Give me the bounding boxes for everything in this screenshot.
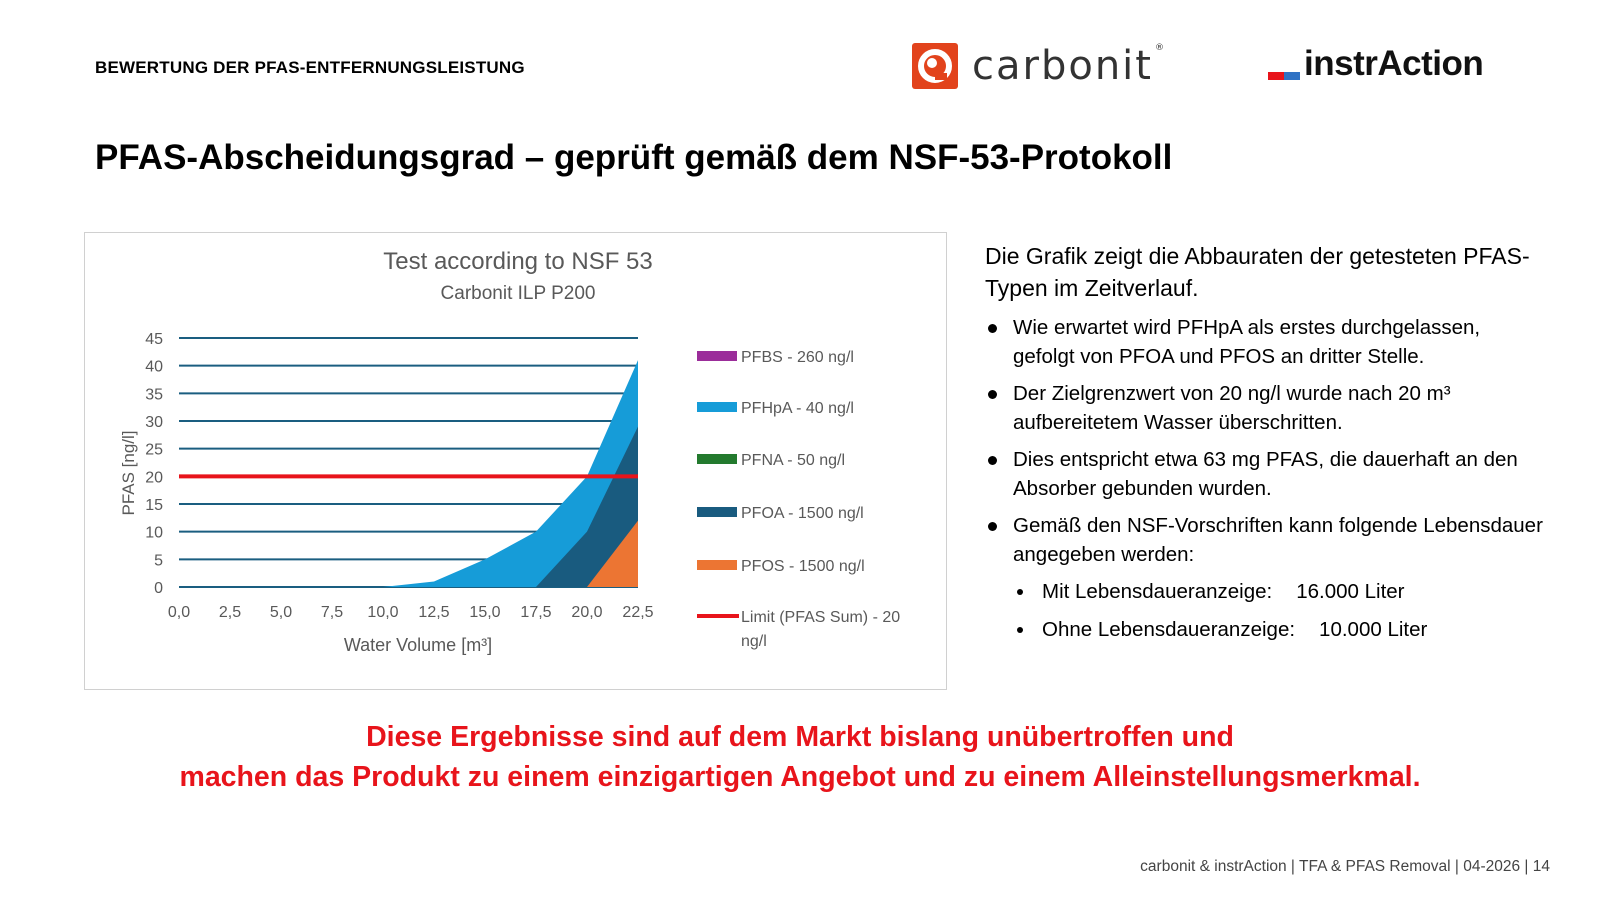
x-tick-label: 22,5	[622, 604, 653, 621]
carbonit-logo: carbonit ®	[912, 42, 1166, 90]
bullet-item: Wie erwartet wird PFHpA als erstes durch…	[985, 314, 1545, 371]
sub-bullet-item: Mit Lebensdaueranzeige: 16.000 Liter	[985, 578, 1545, 606]
legend-label: Limit (PFAS Sum) - 20 ng/l	[741, 609, 900, 650]
y-tick-label: 30	[145, 414, 163, 431]
sub-bullet-item: Ohne Lebensdaueranzeige: 10.000 Liter	[985, 616, 1545, 644]
section-label: BEWERTUNG DER PFAS-ENTFERNUNGSLEISTUNG	[95, 58, 525, 77]
y-tick-label: 25	[145, 442, 163, 459]
x-tick-label: 12,5	[418, 604, 449, 621]
sub-bullet-value: 16.000 Liter	[1296, 580, 1405, 603]
x-tick-label: 17,5	[520, 604, 551, 621]
legend-swatch	[697, 454, 737, 464]
y-tick-label: 15	[145, 497, 163, 514]
logo-bar-blue	[1284, 72, 1300, 80]
legend-label: PFOS - 1500 ng/l	[741, 558, 865, 575]
x-tick-label: 0,0	[168, 604, 190, 621]
y-tick-label: 10	[145, 525, 163, 542]
instraction-logo: instrAction	[1268, 44, 1484, 84]
y-tick-label: 40	[145, 359, 163, 376]
y-tick-label: 5	[154, 552, 163, 569]
sub-bullet-label: Mit Lebensdaueranzeige:	[1042, 580, 1273, 603]
y-tick-label: 35	[145, 386, 163, 403]
x-tick-label: 10,0	[367, 604, 398, 621]
series-area	[179, 426, 638, 587]
legend-label: PFNA - 50 ng/l	[741, 452, 845, 469]
legend-swatch	[697, 351, 737, 361]
x-tick-label: 20,0	[571, 604, 602, 621]
bullet-item: Dies entspricht etwa 63 mg PFAS, die dau…	[985, 446, 1545, 503]
instraction-logo-bars-icon	[1268, 72, 1300, 80]
instraction-logo-text: instrAction	[1304, 44, 1484, 83]
legend-label: PFOA - 1500 ng/l	[741, 505, 864, 522]
bullet-item: Der Zielgrenzwert von 20 ng/l wurde nach…	[985, 380, 1545, 437]
logo-bar-red	[1268, 72, 1284, 80]
claim-line-1: Diese Ergebnisse sind auf dem Markt bisl…	[366, 721, 1234, 753]
chart: Test according to NSF 53 Carbonit ILP P2…	[119, 248, 900, 655]
claim-line-2: machen das Produkt zu einem einzigartige…	[179, 761, 1421, 793]
legend-label-line: Limit (PFAS Sum) - 20	[741, 609, 900, 626]
carbonit-logo-mark-icon	[912, 43, 958, 89]
sub-bullet-value: 10.000 Liter	[1319, 618, 1428, 641]
legend-swatch	[697, 402, 737, 412]
chart-title: Test according to NSF 53	[383, 248, 652, 275]
legend-label: PFBS - 260 ng/l	[741, 349, 854, 366]
footer-text: carbonit & instrAction | TFA & PFAS Remo…	[1140, 858, 1550, 875]
bullet-item: Gemäß den NSF-Vorschriften kann folgende…	[985, 512, 1545, 569]
legend-swatch	[697, 507, 737, 517]
y-axis-label: PFAS [ng/l]	[119, 430, 138, 515]
chart-subtitle: Carbonit ILP P200	[441, 283, 596, 304]
y-tick-label: 0	[154, 580, 163, 597]
y-tick-label: 20	[145, 469, 163, 486]
x-tick-label: 15,0	[469, 604, 500, 621]
legend-swatch	[697, 560, 737, 570]
carbonit-logo-text: carbonit ®	[972, 43, 1166, 89]
y-tick-label: 45	[145, 331, 163, 348]
x-tick-label: 5,0	[270, 604, 292, 621]
x-tick-label: 7,5	[321, 604, 343, 621]
legend-label-line: ng/l	[741, 633, 767, 650]
legend-label: PFHpA - 40 ng/l	[741, 400, 854, 417]
sub-bullet-label: Ohne Lebensdaueranzeige:	[1042, 618, 1296, 641]
x-axis-label: Water Volume [m³]	[344, 635, 492, 655]
description-intro: Die Grafik zeigt die Abbauraten der gete…	[985, 243, 1530, 301]
page-title: PFAS-Abscheidungsgrad – geprüft gemäß de…	[95, 138, 1173, 177]
x-tick-label: 2,5	[219, 604, 241, 621]
chart-panel: Test according to NSF 53 Carbonit ILP P2…	[84, 232, 947, 690]
description-list: Wie erwartet wird PFHpA als erstes durch…	[985, 314, 1545, 654]
